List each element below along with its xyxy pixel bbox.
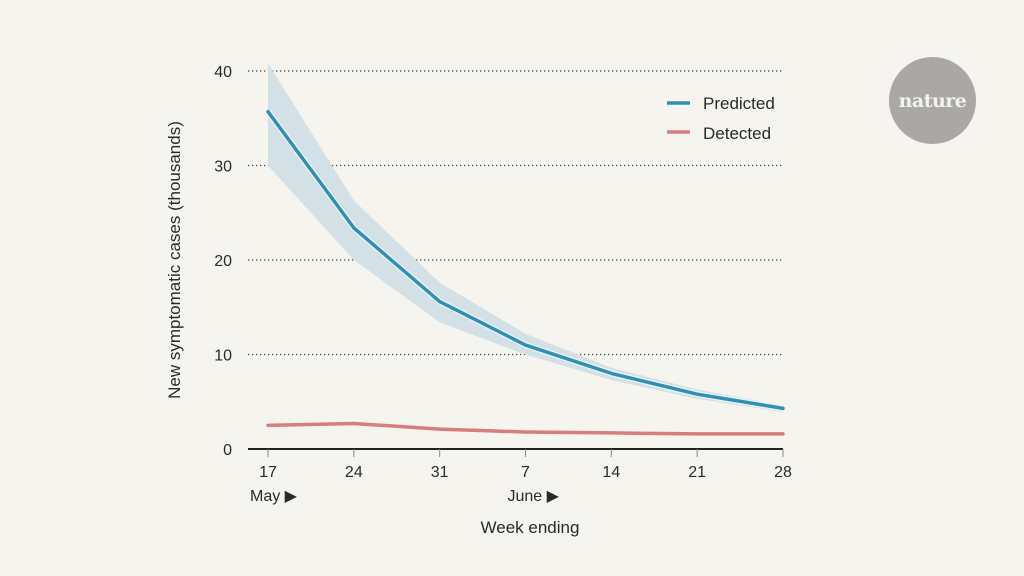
y-tick-label: 20 bbox=[214, 253, 232, 270]
month-label: June ▶ bbox=[508, 488, 560, 505]
x-tick-label: 31 bbox=[431, 464, 449, 481]
x-axis-title: Week ending bbox=[481, 518, 580, 537]
nature-logo: nature bbox=[889, 57, 976, 144]
y-tick-label: 40 bbox=[214, 64, 232, 81]
y-tick-label: 30 bbox=[214, 159, 232, 176]
confidence-band-group bbox=[268, 63, 783, 413]
tick-labels: 0 10 20 30 40 17 24 31 7 14 21 28 May ▶ June ▶ bbox=[214, 64, 792, 505]
x-tick-label: 17 bbox=[259, 464, 277, 481]
month-label: May ▶ bbox=[250, 488, 298, 505]
x-tick-label: 14 bbox=[602, 464, 620, 481]
nature-logo-text: nature bbox=[898, 89, 967, 112]
y-axis-title: New symptomatic cases (thousands) bbox=[165, 121, 184, 399]
legend-label-detected: Detected bbox=[703, 124, 771, 143]
y-tick-label: 0 bbox=[223, 442, 232, 459]
series-line-detected bbox=[266, 421, 785, 436]
legend: Predicted Detected bbox=[667, 94, 775, 143]
x-tick-label: 21 bbox=[688, 464, 706, 481]
legend-label-predicted: Predicted bbox=[703, 94, 775, 113]
x-tick-label: 7 bbox=[521, 464, 530, 481]
series-lines bbox=[265, 109, 785, 436]
x-tick-label: 24 bbox=[345, 464, 363, 481]
confidence-band-predicted bbox=[268, 63, 783, 413]
gridlines bbox=[248, 70, 783, 356]
y-tick-label: 10 bbox=[214, 348, 232, 365]
x-tick-label: 28 bbox=[774, 464, 792, 481]
axes bbox=[248, 448, 784, 457]
